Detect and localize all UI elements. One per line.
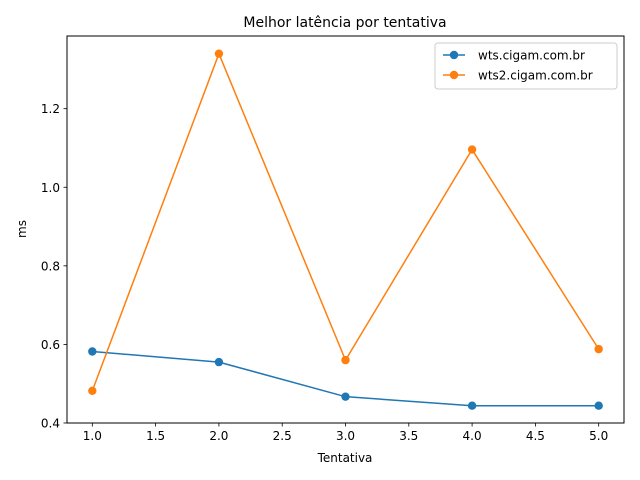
x-axis-label: Tentativa xyxy=(317,451,373,465)
legend-marker xyxy=(449,70,459,80)
y-tick-label: 1.2 xyxy=(41,102,60,116)
data-point xyxy=(88,386,97,395)
x-axis: 1.0 1.5 2.0 2.5 3.0 3.5 4.0 4.5 5.0 xyxy=(83,423,608,443)
x-tick-label: 2.0 xyxy=(209,429,228,443)
series-lines xyxy=(91,52,600,407)
series-markers xyxy=(88,49,603,410)
y-tick-label: 0.4 xyxy=(41,417,60,431)
data-point xyxy=(214,49,224,58)
legend: wts.cigam.com.br wts2.cigam.com.br xyxy=(434,42,618,90)
x-tick-label: 3.0 xyxy=(336,429,355,443)
legend-label: wts.cigam.com.br xyxy=(478,49,585,63)
data-point xyxy=(467,401,477,410)
y-tick-label: 1.0 xyxy=(41,181,60,195)
x-tick-label: 1.5 xyxy=(146,429,165,443)
data-point xyxy=(341,355,350,365)
legend-marker xyxy=(449,50,459,60)
x-tick-label: 1.0 xyxy=(83,429,102,443)
y-axis-label: ms xyxy=(15,220,29,238)
data-point xyxy=(594,401,603,410)
x-tick-label: 4.5 xyxy=(526,429,545,443)
data-point xyxy=(341,392,350,401)
x-tick-label: 3.5 xyxy=(399,429,418,443)
legend-label: wts2.cigam.com.br xyxy=(478,69,593,83)
data-point xyxy=(467,145,477,154)
data-point xyxy=(88,347,97,356)
x-tick-label: 4.0 xyxy=(463,429,482,443)
y-tick-label: 0.6 xyxy=(41,338,60,352)
plot-frame xyxy=(66,35,625,424)
y-axis: 0.4 0.6 0.8 1.0 1.2 xyxy=(41,102,67,431)
data-point xyxy=(594,344,603,354)
x-tick-label: 5.0 xyxy=(589,429,608,443)
chart-title: Melhor latência por tentativa xyxy=(243,15,446,31)
y-tick-label: 0.8 xyxy=(41,259,60,273)
legend-box xyxy=(434,42,618,90)
data-point xyxy=(214,357,224,367)
x-tick-label: 2.5 xyxy=(273,429,292,443)
series-line-1 xyxy=(91,52,600,392)
